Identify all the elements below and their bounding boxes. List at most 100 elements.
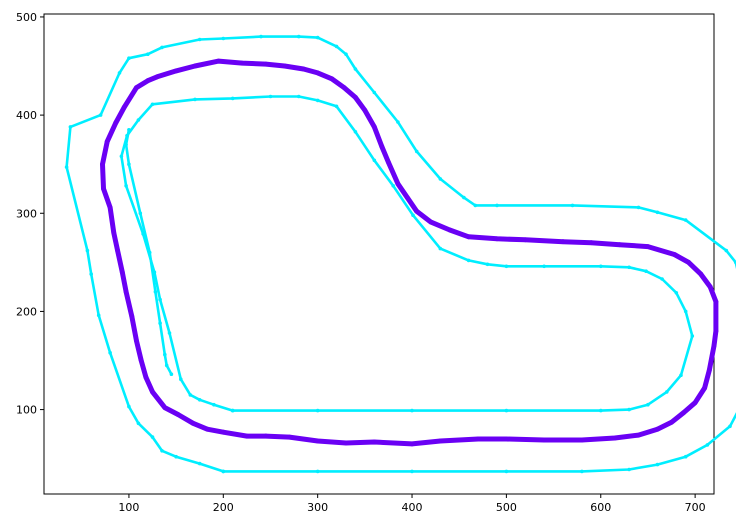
data-point-outer-boundary-14 [724, 248, 729, 253]
data-point-driven-path-46 [301, 66, 306, 72]
data-point-outer-boundary-23 [414, 149, 419, 154]
data-point-inner-boundary-19 [466, 258, 471, 263]
data-point-inner-boundary-27 [297, 94, 301, 99]
data-point-left-stray-boundary-segment-0 [127, 128, 131, 132]
data-point-driven-path-69 [143, 374, 149, 380]
data-point-outer-boundary-45 [127, 404, 131, 409]
data-point-left-stray-boundary-segment-9 [169, 372, 174, 377]
data-point-inner-boundary-29 [230, 96, 235, 101]
data-point-inner-boundary-31 [150, 102, 155, 107]
x-tick-label-500: 500 [496, 501, 517, 514]
data-point-inner-boundary-40 [179, 377, 183, 382]
data-point-driven-path-33 [447, 227, 453, 233]
data-point-driven-path-19 [711, 343, 717, 349]
data-point-outer-boundary-43 [96, 313, 101, 318]
y-tick-label-500: 500 [16, 11, 37, 24]
data-point-inner-boundary-24 [353, 130, 358, 134]
data-point-driven-path-67 [134, 338, 139, 344]
x-tick-label-400: 400 [402, 501, 423, 514]
data-point-driven-path-24 [686, 259, 691, 265]
data-point-inner-boundary-35 [124, 184, 128, 188]
data-point-driven-path-47 [282, 63, 287, 69]
data-point-inner-boundary-42 [197, 398, 202, 402]
data-point-left-stray-boundary-segment-5 [153, 290, 158, 294]
data-point-driven-path-40 [371, 124, 377, 130]
data-point-driven-path-32 [466, 234, 471, 240]
data-point-outer-boundary-41 [85, 248, 90, 253]
data-point-outer-boundary-47 [150, 435, 155, 439]
data-point-driven-path-59 [100, 161, 105, 167]
data-point-inner-boundary-3 [504, 408, 509, 413]
data-point-outer-boundary-27 [344, 52, 348, 56]
data-point-inner-boundary-13 [644, 269, 648, 274]
data-point-outer-boundary-24 [396, 120, 400, 124]
data-point-inner-boundary-23 [372, 158, 377, 163]
data-point-inner-boundary-38 [158, 297, 162, 302]
data-point-driven-path-28 [588, 240, 594, 246]
data-point-inner-boundary-7 [665, 390, 669, 394]
data-point-inner-boundary-21 [411, 213, 415, 217]
data-point-driven-path-30 [522, 237, 528, 243]
data-point-driven-path-7 [475, 436, 481, 442]
data-point-driven-path-13 [655, 426, 660, 432]
data-point-driven-path-37 [395, 181, 401, 187]
data-point-driven-path-64 [119, 269, 125, 275]
data-point-inner-boundary-15 [599, 264, 603, 269]
data-point-inner-boundary-25 [334, 104, 339, 109]
data-point-outer-boundary-21 [462, 195, 466, 200]
data-point-inner-boundary-43 [212, 402, 216, 407]
data-point-inner-boundary-14 [627, 265, 631, 270]
data-point-outer-boundary-36 [127, 56, 131, 60]
data-point-driven-path-23 [698, 271, 704, 277]
data-point-left-stray-boundary-segment-2 [127, 162, 131, 166]
data-point-inner-boundary-26 [315, 98, 320, 103]
data-point-outer-boundary-38 [98, 113, 103, 117]
data-point-outer-boundary-7 [683, 454, 688, 459]
data-point-outer-boundary-25 [372, 90, 377, 95]
data-point-inner-boundary-11 [674, 291, 679, 295]
data-point-driven-path-45 [315, 70, 321, 76]
data-point-driven-path-43 [341, 85, 347, 90]
data-point-outer-boundary-9 [728, 424, 732, 429]
data-point-driven-path-63 [115, 248, 120, 254]
data-point-inner-boundary-9 [690, 334, 695, 338]
data-point-outer-boundary-28 [334, 44, 339, 49]
data-point-driven-path-60 [101, 186, 106, 192]
data-point-outer-boundary-8 [705, 443, 710, 447]
data-point-inner-boundary-1 [315, 408, 320, 413]
data-point-inner-boundary-44 [230, 408, 235, 413]
data-point-inner-boundary-16 [542, 264, 546, 269]
data-point-outer-boundary-30 [297, 34, 301, 39]
data-point-outer-boundary-15 [683, 218, 688, 222]
data-point-driven-path-22 [707, 284, 713, 290]
data-point-driven-path-68 [138, 358, 144, 363]
data-point-inner-boundary-22 [391, 184, 396, 188]
data-point-driven-path-4 [371, 439, 377, 445]
data-point-inner-boundary-32 [136, 118, 141, 122]
data-point-left-stray-boundary-segment-8 [164, 363, 169, 368]
data-point-outer-boundary-18 [570, 203, 575, 208]
data-point-driven-path-12 [636, 432, 641, 438]
data-point-outer-boundary-13 [733, 260, 736, 265]
data-point-driven-path-56 [121, 104, 127, 110]
data-point-driven-path-57 [113, 120, 119, 126]
x-tick-label-700: 700 [685, 501, 706, 514]
data-point-driven-path-21 [713, 299, 719, 304]
data-point-inner-boundary-34 [119, 154, 124, 159]
data-point-driven-path-20 [713, 328, 719, 334]
data-point-driven-path-61 [107, 205, 113, 210]
data-point-left-stray-boundary-segment-6 [158, 321, 162, 326]
data-point-driven-path-3 [343, 440, 349, 446]
data-point-driven-path-58 [104, 139, 110, 145]
data-point-outer-boundary-6 [655, 462, 660, 467]
data-point-driven-path-29 [560, 239, 566, 245]
data-point-outer-boundary-50 [197, 461, 202, 466]
data-point-driven-path-49 [239, 60, 245, 66]
data-point-driven-path-73 [190, 420, 196, 426]
data-point-driven-path-1 [287, 434, 292, 440]
data-point-driven-path-2 [315, 438, 321, 444]
data-point-driven-path-50 [216, 58, 222, 64]
x-tick-label-600: 600 [590, 501, 611, 514]
data-point-inner-boundary-41 [188, 393, 193, 397]
data-point-driven-path-10 [579, 437, 585, 443]
